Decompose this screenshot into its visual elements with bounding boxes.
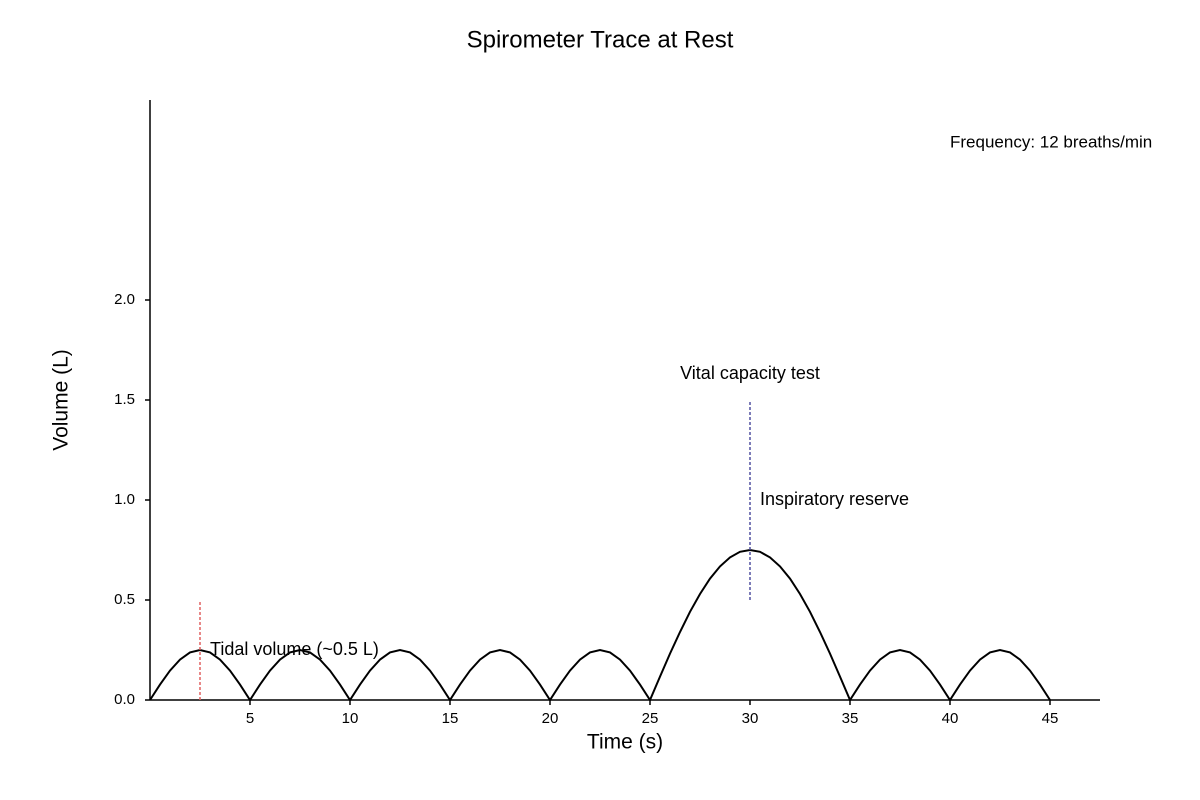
- y-tick-label: 0.5: [114, 591, 135, 608]
- x-tick-label: 40: [942, 710, 959, 727]
- x-tick-label: 10: [342, 710, 359, 727]
- x-tick-label: 30: [742, 710, 759, 727]
- x-tick-label: 5: [246, 710, 254, 727]
- annotation: Inspiratory reserve: [760, 489, 909, 509]
- x-tick-label: 25: [642, 710, 659, 727]
- x-tick-label: 35: [842, 710, 859, 727]
- y-tick-label: 1.5: [114, 391, 135, 408]
- x-axis-label: Time (s): [587, 731, 663, 754]
- x-tick-label: 20: [542, 710, 559, 727]
- x-tick-label: 45: [1042, 710, 1059, 727]
- y-tick-label: 2.0: [114, 291, 135, 308]
- annotation: Vital capacity test: [680, 363, 820, 383]
- y-tick-label: 1.0: [114, 491, 135, 508]
- chart-title: Spirometer Trace at Rest: [467, 26, 734, 53]
- y-tick-label: 0.0: [114, 691, 135, 708]
- trace-line: [149, 548, 1051, 703]
- frequency-note: Frequency: 12 breaths/min: [950, 132, 1152, 151]
- x-tick-label: 15: [442, 710, 459, 727]
- annotation: Tidal volume (~0.5 L): [210, 639, 379, 659]
- y-axis-label: Volume (L): [50, 349, 73, 451]
